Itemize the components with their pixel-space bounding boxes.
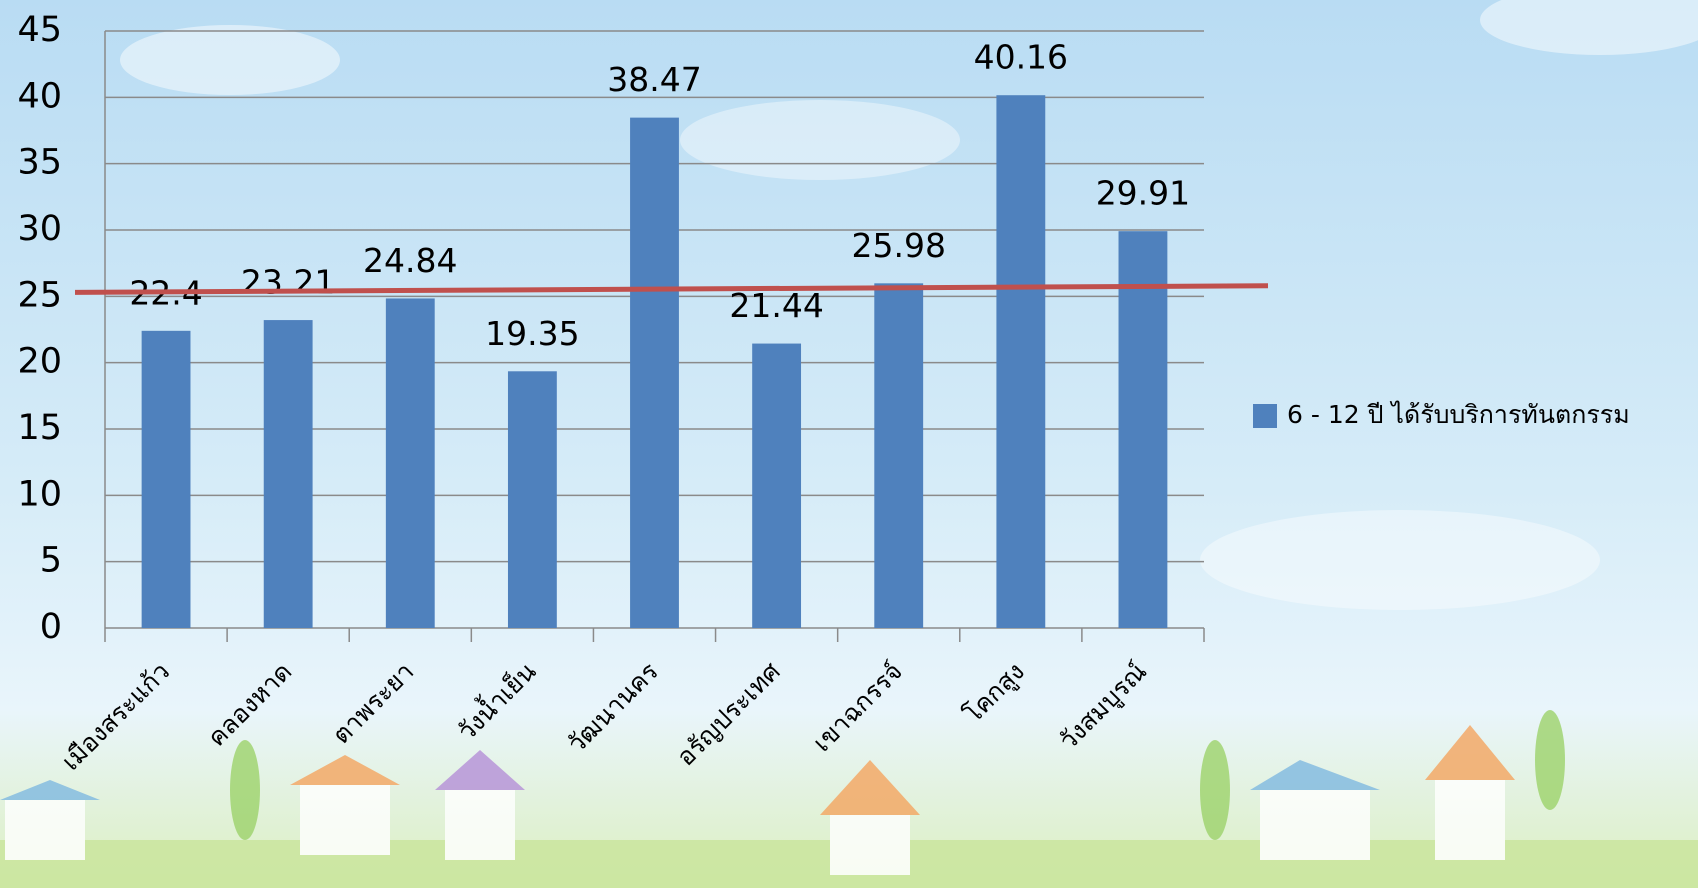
background-decor	[0, 0, 1698, 888]
legend-swatch	[1253, 404, 1277, 428]
x-tick-label: อรัญประเทศ	[671, 657, 786, 772]
y-tick-label: 35	[17, 143, 62, 183]
data-label: 38.47	[607, 60, 701, 99]
y-tick-label: 5	[40, 541, 62, 581]
x-tick-label: คลองหาด	[202, 657, 297, 752]
y-tick-label: 25	[17, 275, 62, 315]
x-tick-label: เขาฉกรรจ์	[807, 657, 908, 758]
bar	[142, 331, 191, 628]
x-tick-label: วังน้ำเย็น	[449, 654, 541, 746]
x-tick-label: เมืองสระแก้ว	[56, 657, 175, 776]
data-label: 24.84	[363, 241, 457, 280]
bar	[1119, 231, 1168, 628]
x-tick-label: โคกสูง	[958, 657, 1031, 730]
data-label: 29.91	[1096, 174, 1190, 213]
y-tick-label: 0	[40, 607, 62, 647]
bar	[874, 283, 923, 628]
slide: 05101520253035404522.423.2124.8419.3538.…	[0, 0, 1698, 888]
bar	[264, 320, 313, 628]
data-label: 23.21	[241, 263, 335, 302]
x-tick-label: วังสมบูรณ์	[1054, 657, 1153, 756]
y-tick-label: 20	[17, 342, 62, 382]
y-tick-label: 15	[17, 408, 62, 448]
data-label: 19.35	[485, 314, 579, 353]
chart: 05101520253035404522.423.2124.8419.3538.…	[0, 0, 1698, 888]
data-label: 40.16	[974, 38, 1068, 77]
x-tick-label: วัฒนานคร	[562, 657, 664, 759]
data-label: 25.98	[851, 226, 945, 265]
bar	[386, 298, 435, 628]
x-tick-label: ตาพระยา	[327, 657, 420, 750]
data-label: 21.44	[729, 286, 823, 325]
bar	[630, 118, 679, 628]
bar	[508, 371, 557, 628]
legend-label: 6 - 12 ปี ได้รับบริการทันตกรรม	[1287, 400, 1630, 429]
y-tick-label: 40	[17, 76, 62, 116]
y-tick-label: 30	[17, 209, 62, 249]
bar	[752, 344, 801, 628]
bar	[996, 95, 1045, 628]
y-tick-label: 45	[17, 10, 62, 50]
y-tick-label: 10	[17, 474, 62, 514]
